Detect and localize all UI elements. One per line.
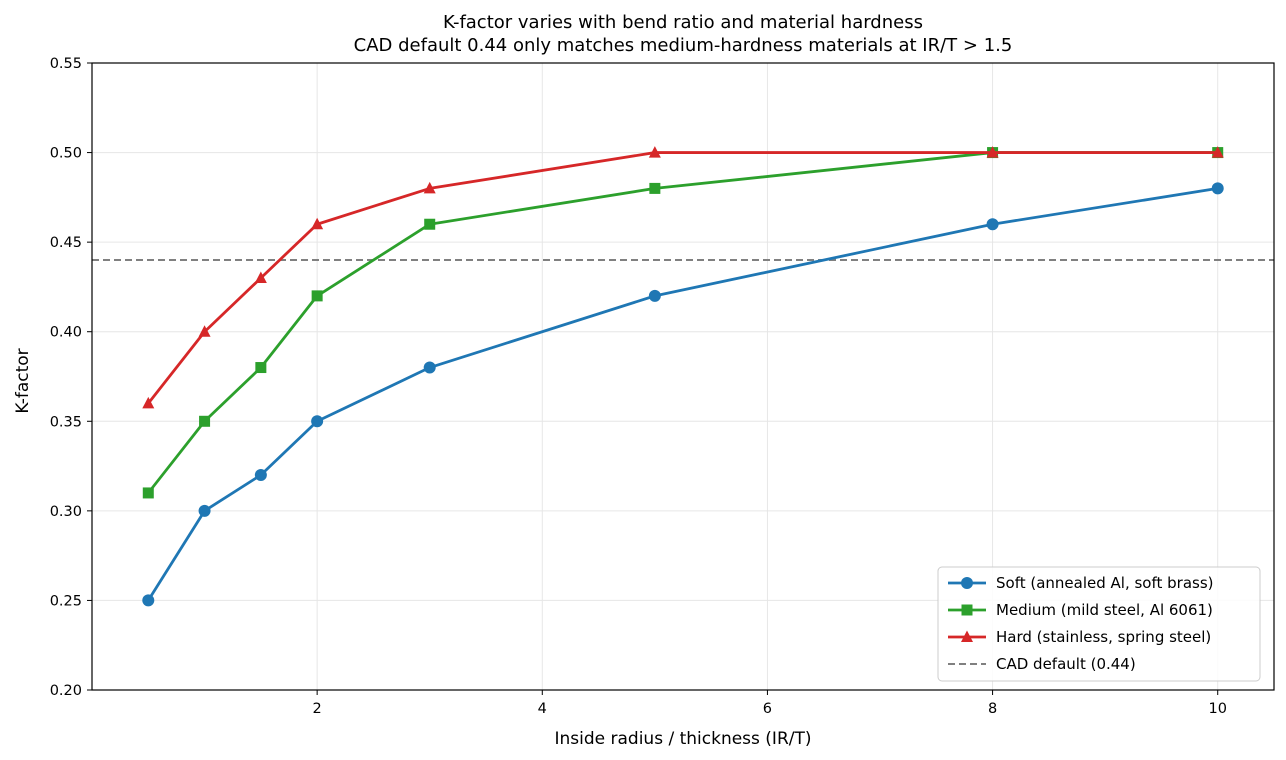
- data-point: [423, 361, 436, 374]
- series-line: [147, 151, 1218, 494]
- data-point: [311, 290, 323, 302]
- data-point: [142, 487, 154, 499]
- data-point: [648, 289, 661, 302]
- data-point: [424, 218, 436, 230]
- data-point: [423, 181, 436, 194]
- series-2: [142, 147, 1224, 499]
- plot-frame: [91, 62, 1275, 691]
- legend-marker: [961, 630, 973, 642]
- data-point: [254, 271, 267, 283]
- y-tick-label: 0.20: [50, 683, 82, 699]
- series-1: [142, 182, 1224, 607]
- chart-title: K-factor varies with bend ratio and mate…: [443, 12, 923, 33]
- data-point: [986, 146, 999, 158]
- series-3: [142, 146, 1224, 409]
- legend-entry: CAD default (0.44): [948, 655, 1136, 673]
- x-tick-label: 6: [763, 701, 772, 717]
- data-point: [1211, 146, 1224, 158]
- x-axis-ticks: 2 4 6 8 10: [313, 690, 1227, 717]
- legend-label: CAD default (0.44): [996, 655, 1136, 673]
- legend-marker: [961, 604, 973, 616]
- series-line: [147, 151, 1218, 405]
- data-point: [198, 325, 211, 337]
- legend: Soft (annealed Al, soft brass) Medium (mi…: [937, 566, 1261, 682]
- legend-label: Hard (stainless, spring steel): [996, 628, 1211, 646]
- chart-subtitle: CAD default 0.44 only matches medium-har…: [354, 35, 1013, 56]
- data-point: [142, 594, 155, 607]
- data-point: [254, 469, 267, 482]
- data-point: [1211, 182, 1224, 195]
- data-point: [311, 217, 324, 230]
- data-point: [311, 415, 324, 428]
- legend-label: Medium (mild steel, Al 6061): [996, 601, 1213, 619]
- legend-entry: Soft (annealed Al, soft brass): [948, 574, 1214, 592]
- x-tick-label: 8: [988, 701, 997, 717]
- y-tick-label: 0.55: [50, 56, 82, 72]
- legend-marker: [961, 577, 973, 589]
- y-tick-label: 0.40: [50, 325, 82, 341]
- x-axis-label: Inside radius / thickness (IR/T): [554, 729, 811, 749]
- data-point: [649, 182, 661, 194]
- y-tick-label: 0.50: [50, 146, 82, 162]
- series-line: [147, 187, 1218, 602]
- data-point: [199, 415, 211, 427]
- legend-entry: Medium (mild steel, Al 6061): [948, 601, 1213, 619]
- legend-label: Soft (annealed Al, soft brass): [996, 574, 1214, 592]
- y-tick-label: 0.30: [50, 504, 82, 520]
- data-point: [648, 146, 661, 158]
- data-point: [986, 218, 999, 231]
- y-tick-label: 0.35: [50, 414, 82, 430]
- data-point: [255, 362, 267, 374]
- x-tick-label: 10: [1208, 701, 1226, 717]
- y-axis-label: K-factor: [13, 348, 33, 413]
- y-tick-label: 0.25: [50, 593, 82, 609]
- y-tick-label: 0.45: [50, 235, 82, 251]
- data-point: [198, 504, 211, 517]
- y-axis-ticks: 0.20 0.25 0.30 0.35 0.40 0.45 0.50 0.55: [50, 56, 92, 699]
- x-tick-label: 2: [313, 701, 322, 717]
- x-tick-label: 4: [538, 701, 547, 717]
- series-layer: [142, 146, 1224, 607]
- legend-box: [937, 566, 1261, 682]
- data-point: [142, 396, 155, 409]
- legend-entry: Hard (stainless, spring steel): [948, 628, 1211, 646]
